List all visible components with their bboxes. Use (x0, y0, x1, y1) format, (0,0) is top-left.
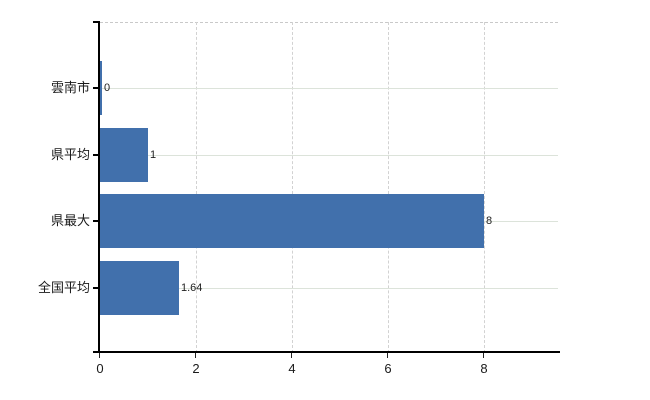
x-tick-label: 2 (192, 361, 200, 376)
x-axis-line (93, 351, 560, 353)
category-label: 全国平均 (37, 280, 90, 295)
bar-value-label: 1.64 (181, 282, 203, 294)
bar (100, 61, 102, 115)
x-tick (195, 353, 196, 358)
x-tick-label: 8 (480, 361, 488, 376)
category-label: 県最大 (50, 213, 90, 228)
y-axis-line (98, 22, 100, 353)
v-gridline (484, 22, 485, 353)
bar (100, 194, 484, 248)
y-tick (93, 87, 100, 89)
x-tick (291, 353, 292, 358)
bar (100, 261, 179, 315)
plot-area (100, 22, 558, 354)
bar (100, 128, 148, 182)
category-label: 雲南市 (50, 80, 90, 95)
y-tick (93, 21, 100, 23)
x-tick-label: 4 (288, 361, 296, 376)
y-tick (93, 154, 100, 156)
bar-value-label: 0 (104, 82, 111, 94)
y-tick (93, 287, 100, 289)
y-tick (93, 220, 100, 222)
v-gridline (196, 22, 197, 353)
x-tick-label: 6 (384, 361, 392, 376)
bar-value-label: 1 (150, 149, 157, 161)
h-gridline (100, 88, 558, 89)
x-tick (387, 353, 388, 358)
v-gridline (292, 22, 293, 353)
x-tick (99, 353, 100, 358)
h-gridline (100, 155, 558, 156)
bar-value-label: 8 (486, 215, 493, 227)
v-gridline (388, 22, 389, 353)
h-gridline (100, 288, 558, 289)
x-tick-label: 0 (96, 361, 104, 376)
category-label: 県平均 (50, 147, 90, 162)
x-tick (483, 353, 484, 358)
